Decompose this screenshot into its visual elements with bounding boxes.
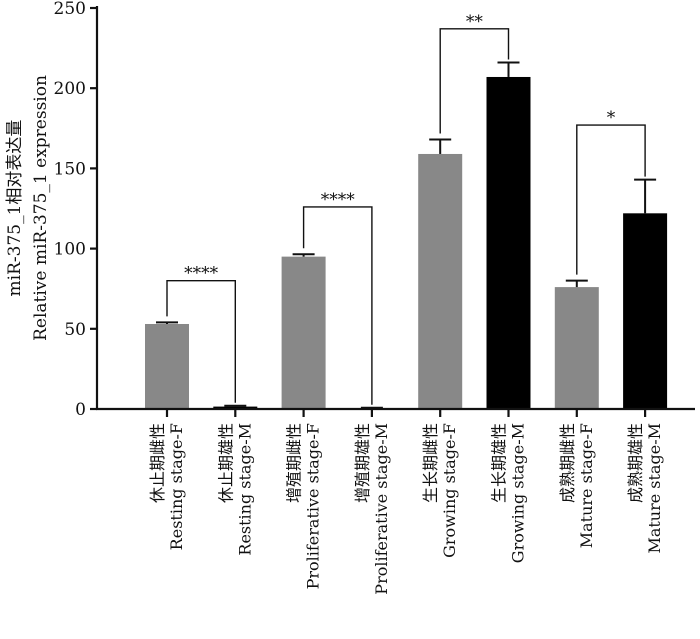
- bar: [486, 76, 531, 410]
- x-tick-label-en: Mature stage-M: [645, 423, 664, 554]
- significance-label: *: [607, 108, 616, 128]
- x-tick-label: 增殖期雄性 Proliferative stage-M: [353, 423, 391, 595]
- x-tick-label: 休止期雄性 Resting stage-M: [216, 423, 254, 556]
- bracket-line: [576, 124, 646, 275]
- x-tick-label: 生长期雄性 Growing stage-M: [490, 423, 528, 563]
- x-tick-label-cn: 休止期雌性: [148, 423, 167, 503]
- x-tick-label: 成熟期雄性 Mature stage-M: [626, 423, 664, 554]
- x-tick-label-en: Growing stage-F: [440, 423, 459, 558]
- significance-label: ****: [321, 190, 356, 210]
- axes: [95, 6, 695, 411]
- x-tick-label-en: Proliferative stage-M: [372, 423, 391, 595]
- y-axis-label-line: miR-375_1相对表达量: [5, 120, 25, 297]
- y-tick-label: 50: [64, 320, 86, 340]
- x-tick-label: 增殖期雌性 Proliferative stage-F: [285, 423, 323, 589]
- significance-bracket: *: [576, 108, 646, 275]
- x-tick-label-cn: 增殖期雄性: [353, 423, 372, 503]
- error-bar: [634, 178, 657, 214]
- x-tick-label-en: Growing stage-M: [509, 423, 528, 563]
- significance-brackets: ***********: [166, 12, 646, 405]
- error-bar: [565, 279, 588, 288]
- error-bar: [429, 138, 452, 154]
- y-tick-label: 0: [75, 400, 86, 420]
- error-bar: [224, 404, 247, 407]
- y-axis-label: miR-375_1相对表达量 Relative miR-375_1 express…: [5, 75, 51, 341]
- y-tick-label: 250: [54, 0, 86, 19]
- bar: [418, 153, 463, 409]
- bar: [213, 406, 258, 409]
- significance-bracket: **: [439, 12, 510, 134]
- x-tick-label: 成熟期雌性 Mature stage-F: [558, 423, 596, 548]
- x-tick-label-cn: 增殖期雌性: [285, 423, 304, 503]
- x-tick-label-cn: 成熟期雌性: [558, 423, 577, 503]
- bracket-line: [439, 28, 510, 134]
- error-bar: [292, 253, 315, 257]
- significance-label: **: [466, 12, 484, 32]
- x-tick-label-en: Mature stage-F: [577, 423, 596, 548]
- x-tick-label-cn: 生长期雌性: [421, 423, 440, 503]
- y-axis-ticks: 0 50 100 150 200 250: [54, 0, 97, 420]
- bar: [145, 323, 189, 409]
- x-axis-ticks: 休止期雌性 Resting stage-F 休止期雄性 Resting stage-M…: [148, 409, 664, 595]
- bars: [145, 76, 668, 410]
- x-tick-label-en: Resting stage-M: [235, 423, 254, 556]
- x-tick-label-cn: 成熟期雄性: [626, 423, 645, 503]
- x-tick-label-en: Resting stage-F: [167, 423, 186, 550]
- bar: [281, 256, 326, 409]
- y-tick-label: 200: [54, 79, 86, 99]
- x-tick-label-cn: 生长期雄性: [490, 423, 509, 503]
- error-bar: [497, 61, 520, 77]
- y-axis-label-line: Relative miR-375_1 expression: [31, 75, 51, 341]
- y-tick-label: 100: [54, 240, 86, 260]
- bar: [554, 287, 599, 409]
- x-tick-label-en: Proliferative stage-F: [304, 423, 323, 589]
- x-tick-label-cn: 休止期雄性: [216, 423, 235, 503]
- significance-bracket: ****: [302, 190, 373, 405]
- bar: [623, 213, 668, 409]
- bracket-line: [302, 206, 373, 405]
- significance-bracket: ****: [166, 264, 237, 403]
- y-tick-label: 150: [54, 159, 86, 179]
- error-bar: [156, 321, 178, 324]
- x-tick-label: 休止期雌性 Resting stage-F: [148, 423, 186, 550]
- x-tick-label: 生长期雌性 Growing stage-F: [421, 423, 459, 558]
- error-bars: [156, 61, 657, 409]
- bracket-line: [166, 279, 237, 403]
- significance-label: ****: [184, 264, 219, 284]
